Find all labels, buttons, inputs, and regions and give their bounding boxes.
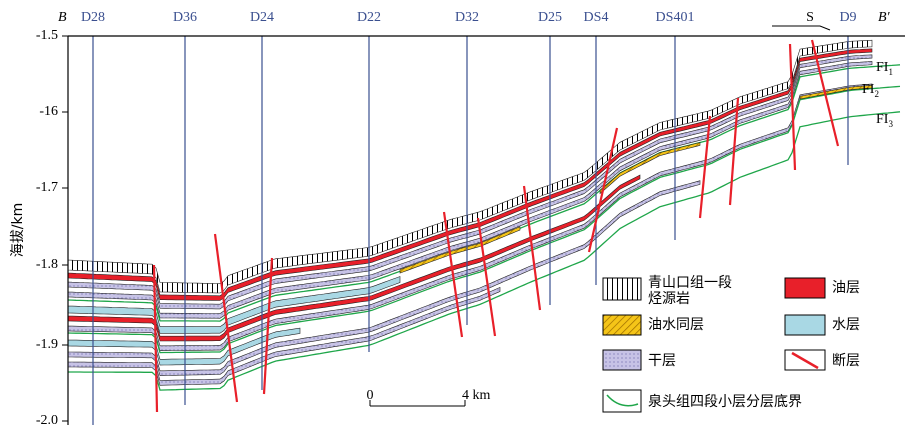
- legend-label: 烃源岩: [648, 291, 690, 307]
- dry-layer: [68, 180, 701, 377]
- legend-boundary: [606, 394, 639, 407]
- legend-fault: [791, 351, 819, 370]
- legend-swatch: [784, 314, 826, 336]
- legend: 青山口组一段 烃源岩 油层 油水同层 水层 干层 断层 泉头组四段小层分层底界: [602, 275, 860, 413]
- well-label: D24: [250, 10, 274, 25]
- layer-label: FI1: [876, 60, 893, 77]
- scale-end: 4 km: [462, 388, 491, 403]
- layer-index: 3: [888, 119, 893, 129]
- y-tick-label: -1.8: [36, 257, 58, 272]
- legend-swatch: [602, 349, 642, 371]
- dry-layer: [68, 61, 873, 319]
- legend-swatch: [602, 277, 642, 301]
- layer-name: FI: [876, 60, 889, 75]
- well-label: D32: [455, 10, 479, 25]
- oil-layer: [68, 48, 873, 301]
- source-rock: [68, 39, 873, 294]
- fault: [587, 127, 619, 253]
- well-label: DS401: [656, 10, 695, 25]
- boundary-line: [68, 111, 901, 391]
- water-layer: [68, 327, 301, 366]
- direction: S: [806, 10, 814, 25]
- y-tick-label: -1.7: [36, 180, 58, 195]
- fault: [442, 211, 464, 338]
- fault: [476, 217, 497, 337]
- y-tick-label: -1.9: [36, 337, 58, 352]
- strata: [68, 39, 901, 391]
- y-axis-label: 海拔/km: [10, 203, 26, 257]
- wells: D28 D36 D24 D22 D32 D25 DS4 DS401 D9: [81, 10, 857, 425]
- left-label: B: [58, 10, 67, 25]
- layer-name: FI: [876, 112, 889, 127]
- well-label: D22: [357, 10, 381, 25]
- layer-index: 2: [874, 89, 879, 99]
- fault: [152, 264, 159, 413]
- faults: [152, 39, 840, 413]
- legend-label: 泉头组四段小层分层底界: [648, 393, 802, 410]
- legend-swatch: [784, 277, 826, 299]
- layer-name: FI: [862, 82, 875, 97]
- oil-water-layer: [599, 142, 701, 195]
- fault: [698, 115, 712, 219]
- right-label: B′: [878, 10, 891, 25]
- well-label: D28: [81, 10, 105, 25]
- well-label: D9: [839, 10, 856, 25]
- well-label: DS4: [584, 10, 609, 25]
- fault: [728, 97, 740, 206]
- fault: [522, 185, 542, 311]
- dry-layer: [68, 54, 873, 310]
- scale-start: 0: [367, 388, 374, 403]
- legend-swatch: [602, 314, 642, 336]
- fault: [213, 233, 239, 403]
- dry-layer: [68, 286, 501, 386]
- legend-label: 油层: [832, 280, 860, 296]
- boundary-line: [68, 85, 901, 354]
- direction-arrow: [772, 25, 831, 31]
- legend-label: 干层: [648, 353, 676, 369]
- fault: [262, 257, 274, 395]
- layer-label: FI2: [862, 82, 879, 99]
- water-layer: [68, 276, 401, 334]
- oil-water-layer: [399, 226, 521, 274]
- legend-label: 青山口组一段: [648, 275, 732, 291]
- oil-layer: [68, 174, 641, 342]
- legend-label: 断层: [832, 353, 860, 369]
- legend-swatch: [602, 389, 642, 413]
- fault: [810, 39, 840, 147]
- well-label: D25: [538, 10, 562, 25]
- layer-label: FI3: [876, 112, 893, 129]
- legend-label: 水层: [832, 317, 860, 333]
- y-tick-label: -2.0: [36, 413, 58, 425]
- layer-index: 1: [888, 67, 893, 77]
- legend-label: 油水同层: [648, 317, 704, 333]
- y-tick-label: -1.5: [36, 28, 58, 43]
- well-label: D36: [173, 10, 197, 25]
- fault: [788, 43, 797, 171]
- y-tick-label: -16: [39, 104, 58, 119]
